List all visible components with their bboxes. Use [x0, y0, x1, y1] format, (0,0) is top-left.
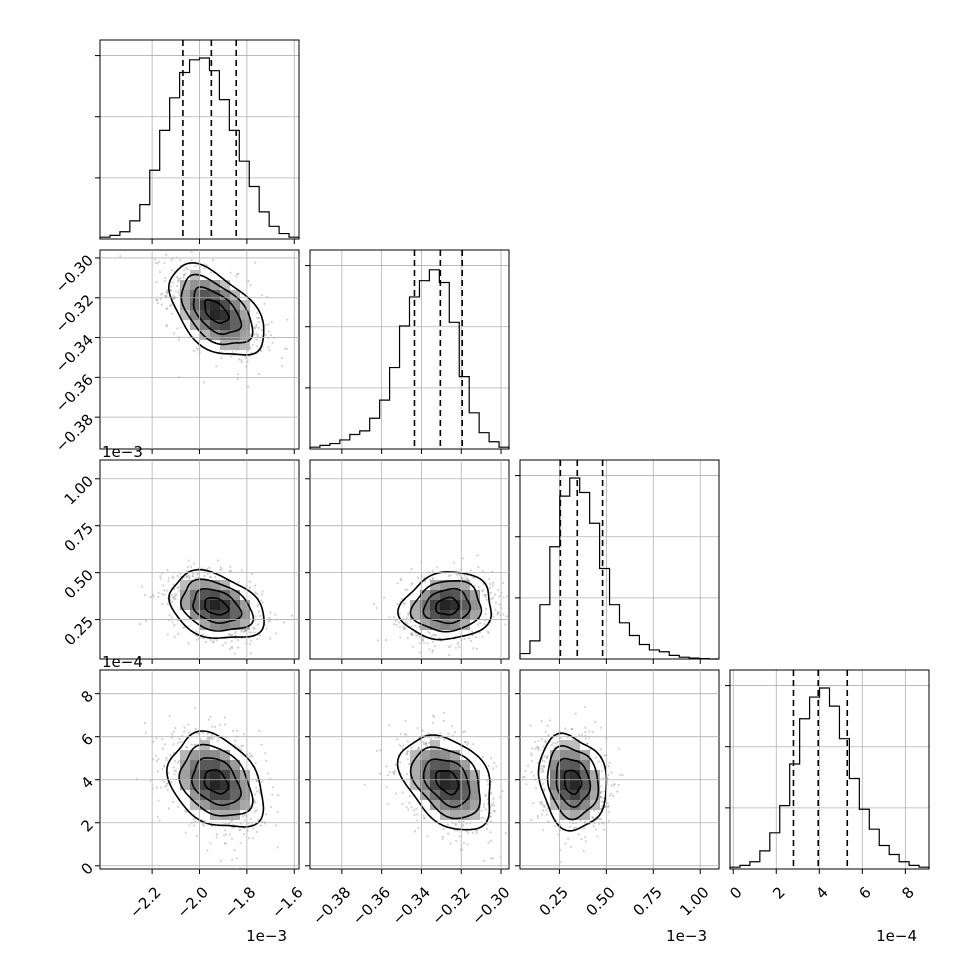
panel-grid [520, 670, 719, 869]
contour-line [422, 587, 472, 625]
contour-line [563, 769, 583, 796]
panel-grid [100, 250, 299, 449]
y-offset-label: 1e−3 [102, 443, 143, 461]
histogram-bars-0 [99, 57, 300, 239]
hist-grid [151, 40, 295, 239]
contour-line [396, 734, 491, 831]
x-offset-label: 1e−4 [876, 927, 917, 945]
density-cells [180, 270, 250, 350]
contour-line [409, 579, 483, 633]
x-tick-label: −0.38 [309, 883, 354, 928]
hist-frame-1 [309, 249, 510, 450]
panel-grid [100, 670, 299, 869]
y-tick-label: −0.34 [52, 331, 97, 376]
contour-line [422, 758, 471, 809]
x-tick-label: 2 [769, 883, 788, 902]
y-tick-label: 2 [78, 816, 97, 835]
panel-content [135, 706, 280, 869]
histogram-bars-1 [309, 269, 510, 449]
panel-content [119, 251, 289, 388]
hist-grid [559, 460, 701, 659]
y-offset-label: 1e−4 [102, 653, 143, 671]
y-tick-label: −0.32 [52, 291, 97, 336]
x-tick-label: 1.00 [676, 883, 712, 919]
x-tick-label: −0.34 [389, 883, 434, 928]
panel-content [520, 706, 624, 864]
scatter-points [372, 554, 509, 657]
x-tick-label: −0.32 [429, 883, 474, 928]
contour-line [192, 286, 243, 336]
contour-line [178, 743, 254, 817]
x-tick-label: 0.50 [583, 883, 619, 919]
contour-line [203, 298, 230, 324]
contour-line [191, 757, 242, 807]
x-tick-label: 0.25 [536, 883, 572, 919]
panel-1-0 [99, 249, 300, 450]
y-tick-label: 0.75 [61, 519, 97, 555]
x-tick-label: −1.6 [268, 883, 306, 921]
x-tick-label: 8 [898, 883, 917, 902]
contour-line [165, 730, 265, 828]
contour-line [537, 732, 608, 832]
y-tick-label: 8 [78, 687, 97, 706]
x-offset-label: 1e−3 [666, 927, 707, 945]
y-tick-label: 0 [78, 859, 97, 878]
y-tick-label: 4 [78, 773, 97, 792]
x-tick-label: 0 [726, 883, 745, 902]
y-tick-label: 6 [78, 730, 97, 749]
contour-line [168, 568, 265, 640]
y-tick-label: 0.25 [61, 613, 97, 649]
density-cells [410, 740, 480, 820]
x-tick-label: −1.8 [221, 883, 259, 921]
hist-frame-2 [519, 459, 720, 660]
panel-frame [309, 669, 510, 870]
y-tick-label: −0.30 [52, 251, 97, 296]
contour-line [435, 770, 460, 796]
scatter-points [520, 706, 624, 864]
x-tick-label: −2.0 [174, 883, 212, 921]
contour-line [409, 746, 481, 820]
x-tick-label: −0.30 [468, 883, 513, 928]
x-offset-label: 1e−3 [246, 927, 287, 945]
x-tick-label: 4 [812, 883, 831, 902]
panel-grid [310, 670, 509, 869]
contour-line [546, 745, 600, 821]
x-tick-label: −0.36 [349, 883, 394, 928]
panel-2-0 [99, 459, 300, 660]
panel-3-2 [519, 669, 720, 870]
panel-3-1 [309, 669, 510, 870]
x-tick-label: −2.2 [126, 883, 164, 921]
contour-line [179, 578, 255, 632]
y-tick-label: 0.50 [61, 566, 97, 602]
y-tick-label: −0.36 [52, 371, 97, 416]
panel-content [372, 554, 509, 657]
contour-line [203, 769, 230, 795]
contour-line [204, 597, 230, 616]
contour-line [397, 571, 493, 641]
panel-frame [309, 459, 510, 660]
histogram-bars-2 [519, 477, 719, 660]
panel-content [363, 711, 507, 862]
hist-grid [341, 250, 502, 449]
x-tick-label: 0.75 [629, 883, 665, 919]
panel-2-1 [309, 459, 510, 660]
panel-3-0 [99, 669, 300, 870]
panel-frame [519, 669, 720, 870]
y-tick-label: 1.00 [61, 472, 97, 508]
panel-grid [310, 460, 509, 659]
contour-line [192, 587, 243, 624]
hist-grid [732, 670, 906, 869]
contour-line [555, 757, 592, 808]
panel-content [138, 559, 294, 655]
histogram-bars-3 [729, 687, 930, 869]
y-tick-label: −0.38 [52, 410, 97, 455]
contour-line [180, 273, 254, 346]
x-tick-label: 6 [855, 883, 874, 902]
contour-line [167, 262, 265, 356]
contour-line [435, 596, 460, 616]
panel-grid [100, 460, 299, 659]
hist-frame-3 [729, 669, 930, 870]
